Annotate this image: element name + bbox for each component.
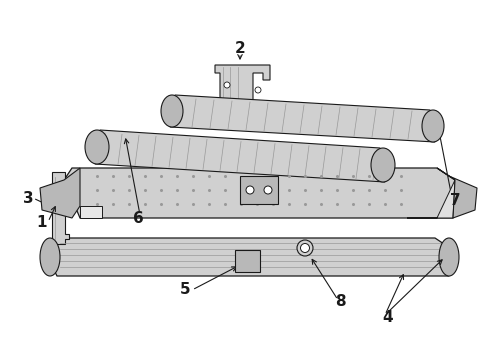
Polygon shape [170, 95, 435, 142]
Polygon shape [95, 130, 385, 182]
Text: 7: 7 [450, 193, 460, 207]
Circle shape [300, 243, 310, 252]
Polygon shape [43, 238, 450, 276]
Polygon shape [52, 172, 69, 244]
Ellipse shape [371, 148, 395, 182]
Circle shape [246, 186, 254, 194]
Polygon shape [40, 168, 80, 218]
Polygon shape [437, 168, 477, 218]
Ellipse shape [439, 238, 459, 276]
Ellipse shape [40, 238, 60, 276]
Text: 8: 8 [335, 294, 345, 310]
Polygon shape [64, 168, 455, 218]
Ellipse shape [161, 95, 183, 127]
Circle shape [255, 87, 261, 93]
Polygon shape [215, 65, 270, 103]
Polygon shape [80, 206, 102, 218]
Polygon shape [240, 176, 278, 204]
Polygon shape [407, 180, 455, 218]
Ellipse shape [422, 110, 444, 142]
Text: 1: 1 [37, 215, 47, 230]
Text: 5: 5 [180, 283, 190, 297]
Text: 2: 2 [235, 41, 245, 55]
Text: 3: 3 [23, 190, 33, 206]
Text: 4: 4 [383, 310, 393, 325]
Polygon shape [235, 250, 260, 272]
Circle shape [264, 186, 272, 194]
Circle shape [224, 82, 230, 88]
Ellipse shape [85, 130, 109, 164]
Text: 6: 6 [133, 211, 144, 225]
Circle shape [297, 240, 313, 256]
